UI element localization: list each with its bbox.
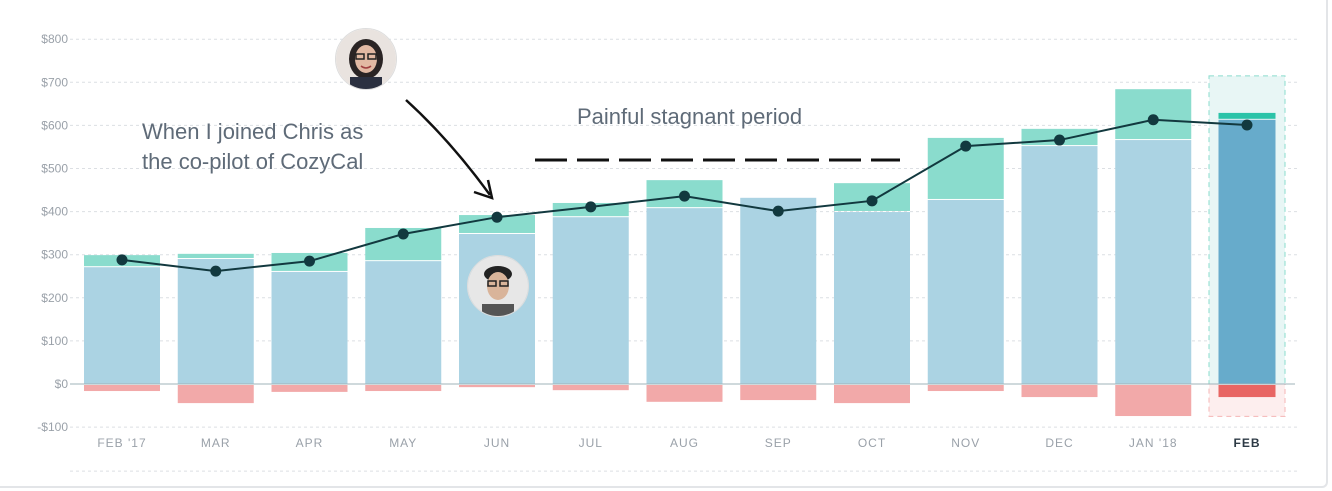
avatar-woman: [335, 28, 397, 90]
y-tick-label: $300: [41, 248, 68, 262]
bar-base: [646, 208, 723, 384]
x-tick-label: FEB: [1234, 436, 1261, 450]
net-point: [1054, 134, 1065, 146]
y-tick-label: $100: [41, 334, 68, 348]
x-tick-label: JUL: [579, 436, 603, 450]
net-point: [960, 140, 972, 152]
y-tick-label: $200: [41, 291, 68, 305]
arrow-line: [405, 99, 492, 196]
bar-new: [1115, 89, 1192, 140]
bar-churn: [1115, 385, 1192, 417]
annotation-joined-line-1: When I joined Chris as: [142, 119, 364, 144]
net-point: [210, 265, 222, 277]
x-tick-label: AUG: [670, 436, 699, 450]
bar-churn: [834, 385, 910, 404]
x-tick-label: SEP: [765, 436, 792, 450]
avatar-man: [467, 255, 529, 317]
bar-base: [365, 261, 442, 384]
y-tick-label: $500: [41, 162, 68, 176]
bar-base: [552, 217, 629, 384]
net-point: [491, 211, 503, 223]
x-tick-label: FEB '17: [97, 436, 146, 450]
bar-churn: [271, 385, 348, 392]
bar-churn: [740, 385, 817, 401]
y-tick-label: $700: [41, 75, 68, 89]
x-tick-label: MAY: [389, 436, 417, 450]
bar-base: [271, 271, 348, 384]
bar-churn: [84, 385, 160, 392]
annotation-joined: When I joined Chris as the co-pilot of C…: [142, 117, 363, 177]
bar-base: [740, 197, 817, 384]
arrow-head-icon: [473, 179, 494, 200]
bar-churn: [1218, 385, 1276, 398]
x-tick-label: MAR: [201, 436, 231, 450]
net-point: [397, 228, 409, 240]
bar-base: [177, 259, 254, 384]
bar-base: [1021, 146, 1098, 384]
bar-churn: [459, 385, 535, 388]
x-tick-label: OCT: [858, 436, 886, 450]
net-point: [1147, 114, 1159, 126]
bar-churn: [177, 385, 254, 404]
x-tick-label: NOV: [951, 436, 980, 450]
bar-churn: [365, 385, 442, 392]
net-point: [866, 195, 878, 207]
x-tick-label: JAN '18: [1129, 436, 1178, 450]
bar-churn: [646, 385, 723, 402]
bar-new: [177, 253, 254, 259]
net-point: [772, 205, 784, 217]
y-tick-label: $400: [41, 205, 68, 219]
x-tick-label: APR: [296, 436, 324, 450]
bar-churn: [927, 385, 1004, 392]
net-point: [679, 190, 690, 202]
bar-base: [1115, 140, 1192, 384]
bar-base: [1218, 119, 1276, 384]
bar-base: [927, 199, 1004, 384]
bar-new: [1218, 112, 1276, 119]
bar-churn: [552, 385, 629, 391]
bar-base: [84, 267, 160, 384]
annotation-joined-line-2: the co-pilot of CozyCal: [142, 149, 364, 174]
x-tick-label: DEC: [1045, 436, 1073, 450]
bar-churn: [1021, 385, 1098, 398]
y-tick-label: $600: [41, 118, 68, 132]
bar-new: [459, 215, 535, 234]
y-tick-label: $0: [55, 377, 69, 391]
net-point: [585, 201, 597, 213]
avatar-woman-image: [336, 29, 396, 89]
bar-base: [834, 212, 910, 384]
net-point: [304, 255, 315, 267]
net-point: [116, 254, 128, 266]
y-tick-label: -$100: [37, 420, 68, 434]
x-tick-label: JUN: [484, 436, 510, 450]
avatar-man-image: [468, 256, 528, 316]
net-point: [1241, 119, 1253, 131]
y-tick-label: $800: [41, 32, 68, 46]
annotation-stagnant: Painful stagnant period: [577, 104, 803, 129]
